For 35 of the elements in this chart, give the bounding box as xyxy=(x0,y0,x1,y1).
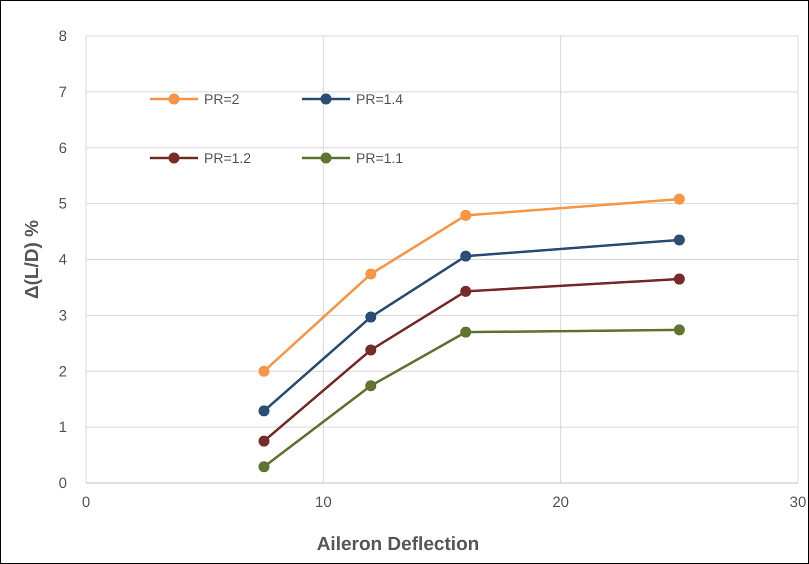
y-axis-title: Δ(L/D) % xyxy=(22,220,43,300)
point xyxy=(365,380,376,392)
y-tick-label: 5 xyxy=(58,196,67,213)
legend-label: PR=1.2 xyxy=(204,150,252,166)
x-axis-title: Aileron Deflection xyxy=(316,534,480,555)
y-tick-label: 4 xyxy=(58,252,67,268)
point xyxy=(258,461,270,472)
point xyxy=(674,324,685,336)
point xyxy=(674,274,685,285)
point xyxy=(365,268,376,280)
point xyxy=(460,326,472,338)
y-tick-label: 2 xyxy=(58,363,67,380)
y-tick-label: 6 xyxy=(58,140,67,157)
y-tick-label: 1 xyxy=(58,419,67,436)
point xyxy=(258,436,270,447)
point xyxy=(460,210,472,221)
x-tick-label: 30 xyxy=(790,494,806,511)
y-tick-label: 8 xyxy=(58,28,67,45)
x-tick-label: 10 xyxy=(314,494,332,511)
point xyxy=(674,234,685,246)
point xyxy=(365,312,376,323)
y-tick-label: 3 xyxy=(58,307,67,324)
point xyxy=(258,405,270,416)
y-tick-label: 7 xyxy=(58,84,67,101)
legend-label: PR=1.4 xyxy=(356,91,404,107)
point xyxy=(460,250,472,262)
y-tick-label: 0 xyxy=(58,475,67,492)
legend-label: PR=2 xyxy=(204,91,240,107)
point xyxy=(460,286,472,297)
legend-label: PR=1.1 xyxy=(356,150,404,166)
point xyxy=(674,194,685,205)
point xyxy=(258,366,270,377)
point xyxy=(365,344,376,356)
x-tick-label: 20 xyxy=(552,494,570,511)
x-tick-label: 0 xyxy=(82,494,90,511)
